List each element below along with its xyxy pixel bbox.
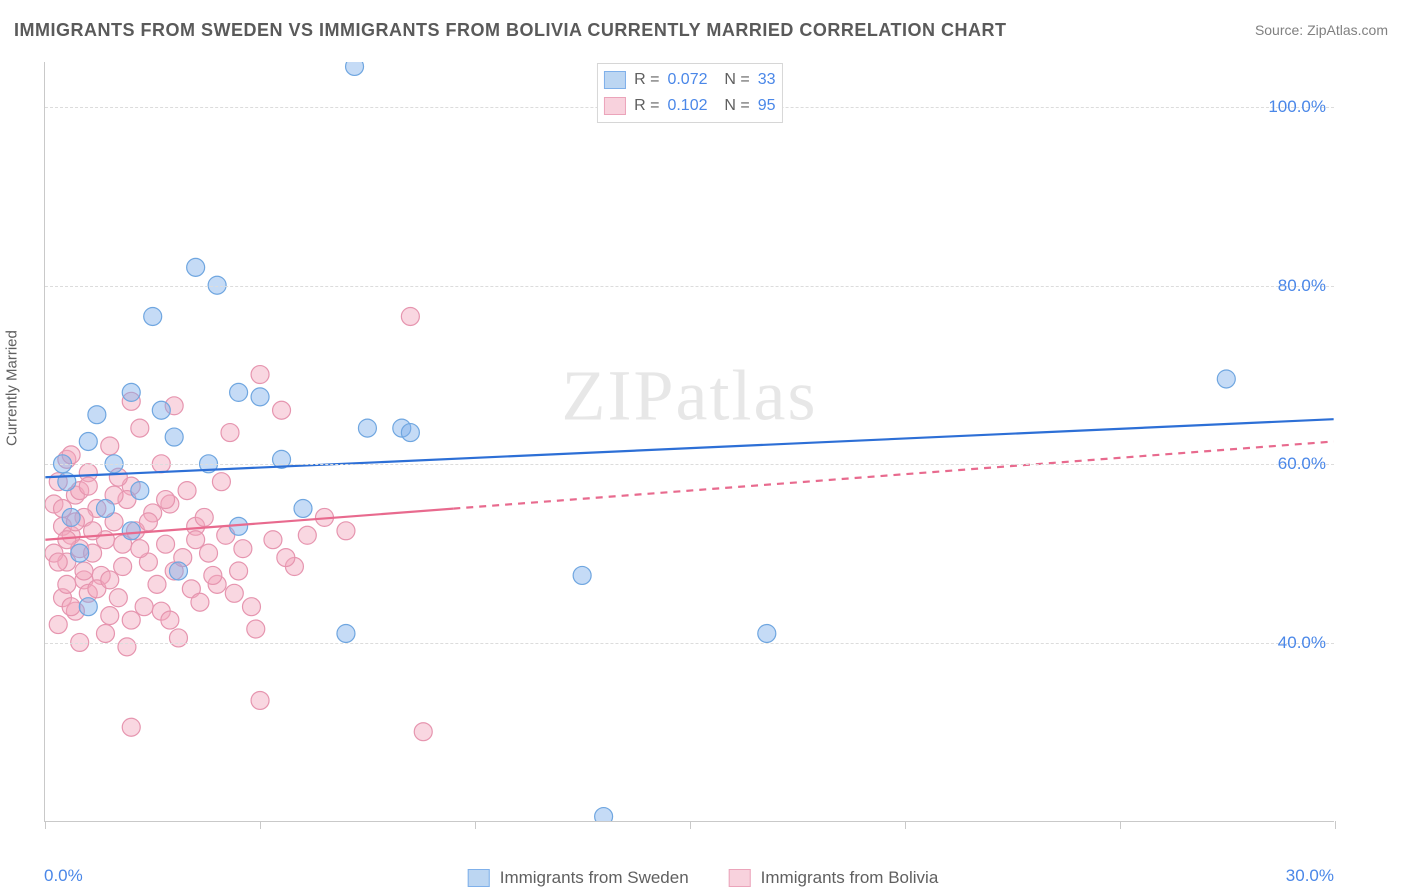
legend-stats-row-bolivia: R = 0.102 N = 95: [603, 93, 775, 119]
stat-N-label: N =: [716, 71, 750, 89]
source-label: Source: ZipAtlas.com: [1255, 22, 1388, 38]
legend-item-sweden: Immigrants from Sweden: [468, 868, 689, 888]
y-tick-label: 40.0%: [1278, 633, 1334, 653]
stat-R-label: R =: [633, 71, 659, 89]
legend-label-sweden: Immigrants from Sweden: [500, 868, 689, 888]
legend-swatch-bolivia: [603, 97, 625, 115]
legend-label-bolivia: Immigrants from Bolivia: [761, 868, 939, 888]
y-tick-label: 100.0%: [1268, 97, 1334, 117]
y-tick-label: 80.0%: [1278, 276, 1334, 296]
y-tick-label: 60.0%: [1278, 454, 1334, 474]
legend-item-bolivia: Immigrants from Bolivia: [729, 868, 939, 888]
legend-swatch-sweden: [468, 869, 490, 887]
plot-area: ZIPatlas R = 0.072 N = 33 R = 0.102 N = …: [44, 62, 1334, 822]
legend-swatch-bolivia: [729, 869, 751, 887]
legend-stats: R = 0.072 N = 33 R = 0.102 N = 95: [596, 63, 782, 123]
stat-R-sweden: 0.072: [667, 71, 707, 89]
stat-R-label: R =: [633, 97, 659, 115]
stat-N-label: N =: [716, 97, 750, 115]
stat-N-bolivia: 95: [758, 97, 776, 115]
x-tick-label-start: 0.0%: [44, 866, 83, 886]
stat-N-sweden: 33: [758, 71, 776, 89]
chart-title: IMMIGRANTS FROM SWEDEN VS IMMIGRANTS FRO…: [14, 20, 1006, 41]
x-tick-label-end: 30.0%: [1286, 866, 1334, 886]
chart-container: IMMIGRANTS FROM SWEDEN VS IMMIGRANTS FRO…: [0, 0, 1406, 892]
stat-R-bolivia: 0.102: [667, 97, 707, 115]
legend-stats-row-sweden: R = 0.072 N = 33: [603, 67, 775, 93]
y-axis-label: Currently Married: [4, 330, 21, 446]
legend-bottom: Immigrants from Sweden Immigrants from B…: [468, 868, 939, 888]
legend-swatch-sweden: [603, 71, 625, 89]
chart-svg: [45, 62, 1334, 821]
